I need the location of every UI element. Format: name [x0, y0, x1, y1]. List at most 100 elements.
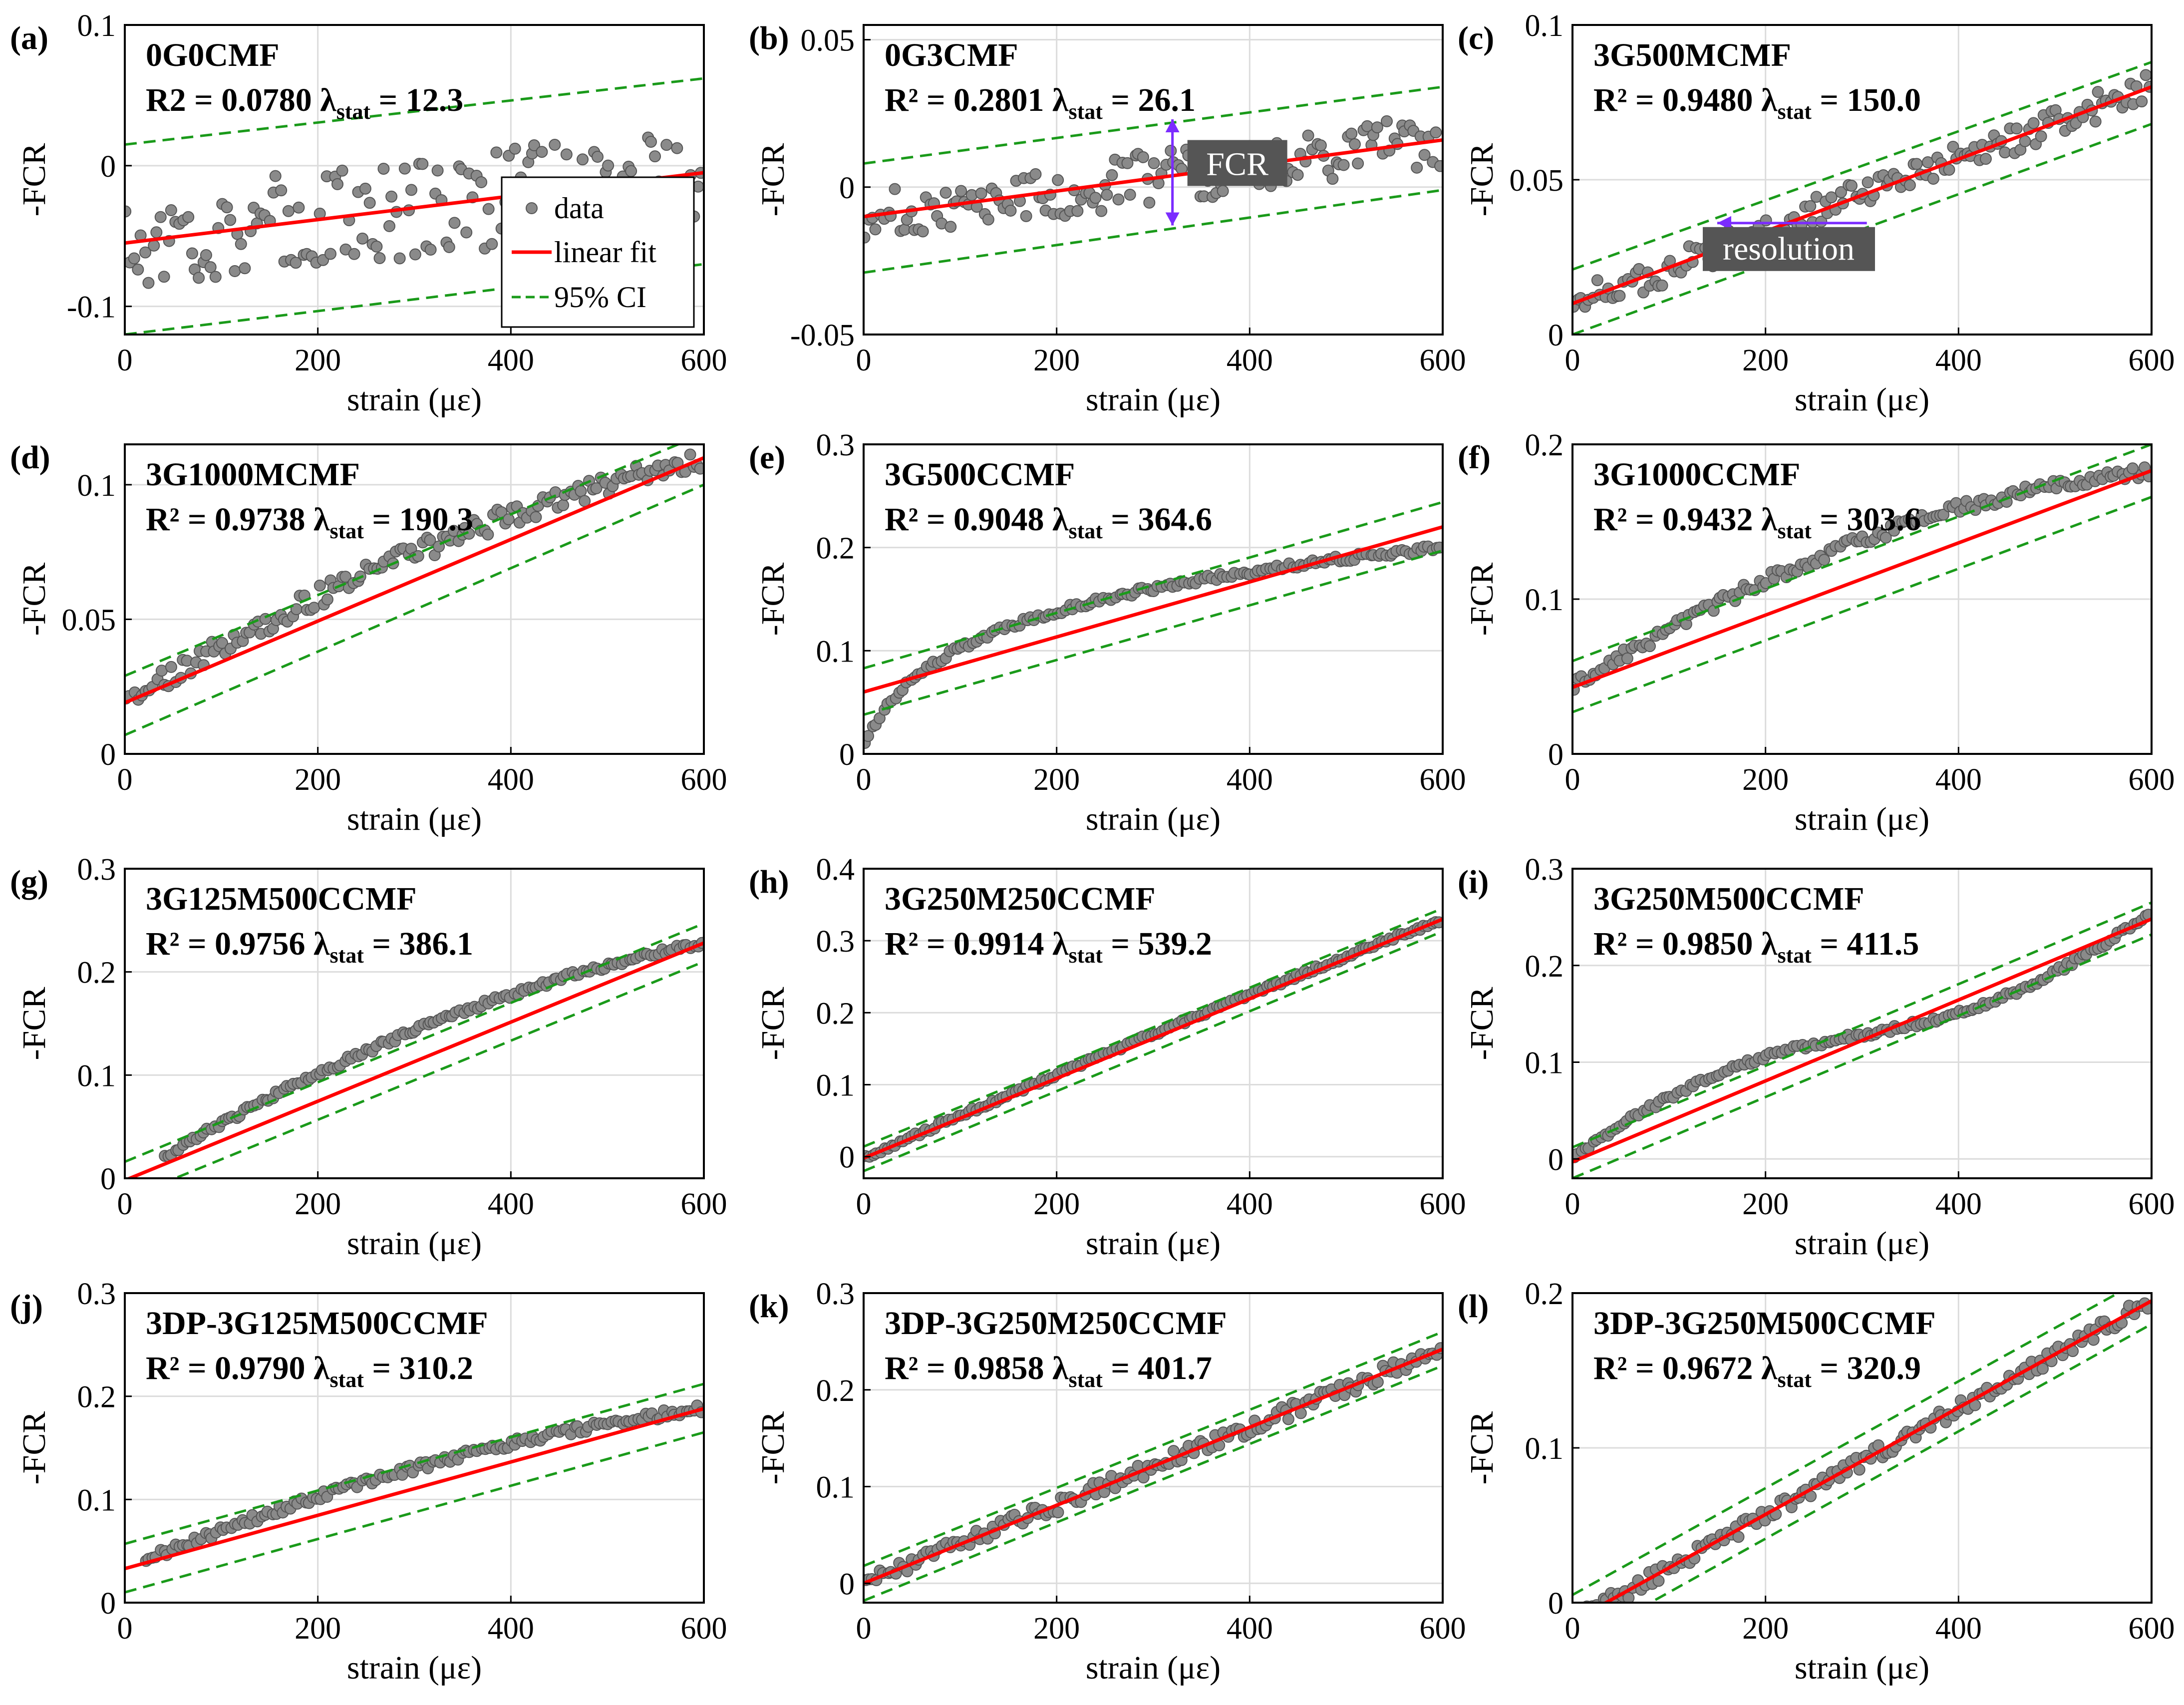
x-tick-label: 0 [117, 343, 133, 377]
linear-fit-line [1602, 1299, 2152, 1603]
x-tick-label: 600 [1420, 1612, 1466, 1646]
data-point [235, 238, 247, 250]
data-point [150, 226, 163, 239]
y-axis-label: -FCR [1464, 563, 1500, 636]
panel-title: 0G3CMF [885, 37, 1018, 73]
data-point [1217, 185, 1229, 197]
x-tick-label: 0 [117, 1612, 133, 1646]
y-tick-label: 0.2 [1525, 428, 1564, 462]
x-tick-label: 400 [488, 343, 534, 377]
data-point [1352, 157, 1364, 170]
y-axis-label: -FCR [755, 1411, 791, 1485]
fcr-label-box [1187, 140, 1287, 186]
ci-upper-line [1572, 1293, 2121, 1596]
data-point [393, 252, 406, 265]
resolution-arrow-head-right [1853, 216, 1881, 230]
data-point [204, 261, 217, 274]
data-point [590, 482, 603, 495]
data-point [398, 162, 411, 175]
x-tick-label: 0 [856, 763, 872, 797]
data-point [1910, 158, 1923, 170]
data-point [1143, 196, 1156, 209]
x-tick-label: 200 [1742, 763, 1789, 797]
panel-f: 0 200 400 600 0 0.1 0.2 strain (με) -FCR (f) 3G100… [1458, 428, 2175, 837]
x-tick-label: 600 [2129, 1187, 2175, 1221]
data-point [139, 246, 152, 259]
panel-title: 3G250M250CCMF [885, 881, 1156, 917]
data-point [1020, 210, 1032, 222]
data-point [165, 661, 177, 673]
y-tick-label: 0.05 [62, 603, 116, 637]
data-point [1613, 290, 1626, 302]
axes-box [124, 443, 705, 755]
data-point [229, 265, 241, 278]
data-point [2036, 1363, 2049, 1375]
data-point [1597, 1602, 1604, 1603]
x-tick-label: 200 [1033, 1612, 1080, 1646]
y-axis-label: -FCR [16, 143, 52, 217]
axes-box [124, 868, 705, 1179]
ci-lower-line [864, 1364, 1443, 1602]
data-point [424, 244, 437, 256]
x-tick-label: 200 [295, 1612, 341, 1646]
data-point [557, 499, 570, 511]
x-tick-label: 400 [1935, 343, 1982, 377]
y-axis-label: -FCR [16, 563, 52, 636]
panel-label: (h) [749, 864, 789, 900]
ci-upper-line [1572, 61, 2152, 271]
ci-upper-line [864, 1331, 1443, 1567]
linear-fit-line [125, 941, 704, 1178]
data-point [1137, 151, 1149, 163]
data-point [1291, 169, 1304, 181]
data-points [1582, 1297, 2152, 1603]
data-point [158, 271, 170, 283]
data-point [530, 511, 542, 523]
stats-text: R² = 0.9858 λstat = 401.7 [885, 1350, 1212, 1392]
x-tick-label: 200 [1033, 343, 1080, 377]
ci-upper-line [1572, 901, 2152, 1149]
x-tick-label: 400 [1227, 343, 1273, 377]
data-point [1418, 149, 1431, 161]
y-tick-label: 0.2 [1525, 1277, 1564, 1311]
data-point [602, 159, 615, 172]
y-tick-label: 0.3 [77, 853, 116, 887]
data-point [339, 571, 352, 583]
legend-fit-label: linear fit [554, 236, 656, 269]
data-point [275, 184, 288, 197]
x-tick-label: 400 [1227, 763, 1273, 797]
data-point [182, 211, 195, 223]
x-tick-label: 200 [1742, 1187, 1789, 1221]
x-tick-label: 0 [117, 763, 133, 797]
panel-title: 3G500CCMF [885, 456, 1075, 493]
y-tick-label: 0 [1548, 1587, 1563, 1621]
y-tick-label: 0.1 [1525, 9, 1564, 43]
data-point [221, 201, 233, 214]
data-point [898, 224, 911, 236]
panel-title: 3DP-3G250M250CCMF [885, 1305, 1227, 1342]
y-axis-label: -FCR [1464, 987, 1500, 1060]
x-tick-label: 0 [856, 343, 872, 377]
stats-text: R² = 0.2801 λstat = 26.1 [885, 82, 1196, 124]
data-point [2092, 86, 2104, 98]
y-tick-label: 0.1 [77, 9, 116, 43]
data-point [1434, 160, 1443, 172]
ci-upper-line [125, 1382, 704, 1545]
resolution-arrow-head-left [1717, 216, 1731, 230]
y-tick-label: 0.2 [1525, 950, 1564, 984]
data-point [1004, 204, 1017, 217]
data-point [486, 238, 498, 250]
data-point [1302, 129, 1314, 142]
y-tick-label: 0.1 [77, 1059, 116, 1093]
ci-upper-line [864, 907, 1443, 1148]
y-tick-label: 0 [100, 1587, 116, 1621]
data-point [416, 158, 429, 170]
data-point [132, 263, 144, 276]
panel-label: (e) [749, 439, 785, 476]
axes-box [124, 1292, 705, 1604]
data-point [1591, 274, 1603, 287]
panel-g: 0 200 400 600 0 0.1 0.2 0.3 strain (με) -FCR (g) 3G… [10, 853, 727, 1262]
panel-title: 3G1000MCMF [146, 456, 360, 493]
data-point [1112, 193, 1125, 206]
